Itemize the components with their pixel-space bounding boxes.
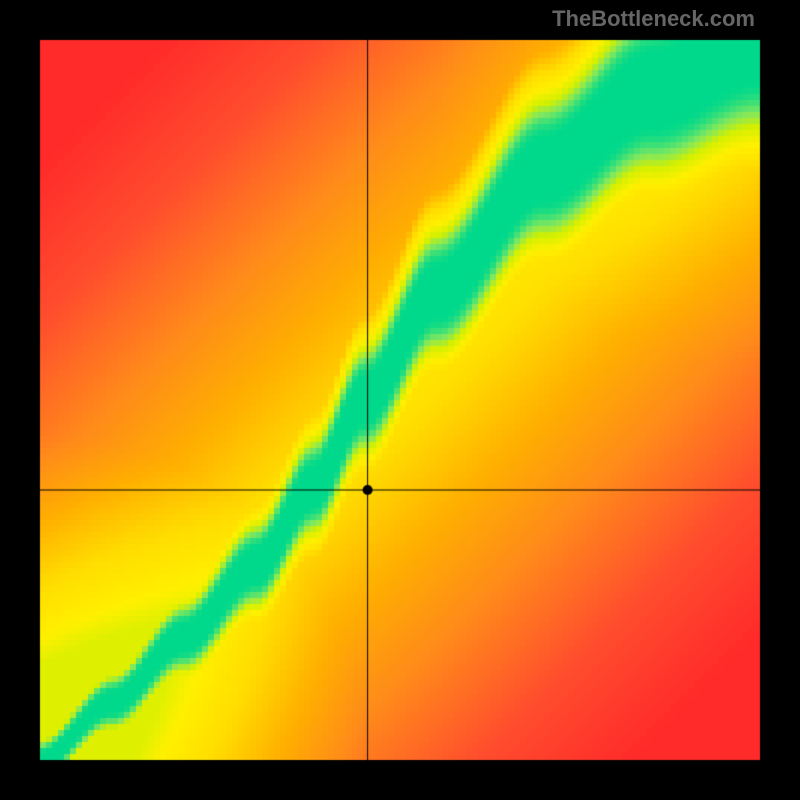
chart-container: TheBottleneck.com	[0, 0, 800, 800]
heatmap-canvas	[0, 0, 800, 800]
watermark-text: TheBottleneck.com	[552, 6, 755, 32]
